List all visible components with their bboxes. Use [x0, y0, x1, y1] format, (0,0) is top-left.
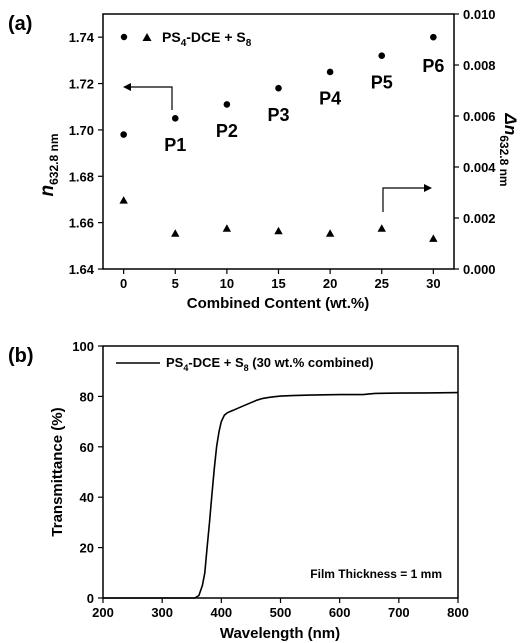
arrow-left-axis-indicator — [123, 83, 173, 110]
panel-a-y2-tick-label: 0.004 — [463, 160, 496, 175]
panel-b-legend-label: PS4-DCE + S8 (30 wt.% combined) — [166, 355, 374, 373]
panel-b-x-tick-label: 400 — [210, 605, 232, 620]
panel-a-x-tick-label: 15 — [271, 276, 285, 291]
refractive-index-point — [326, 68, 334, 76]
panel-b-y-tick-label: 40 — [80, 490, 94, 505]
panel-a-point-labels: P1 P2 P3 P4 P5 P6 — [164, 56, 444, 155]
panel-b-x-tick-label: 600 — [329, 605, 351, 620]
refractive-index-point — [223, 101, 231, 108]
point-label: P5 — [371, 72, 393, 92]
panel-a-y2-tick-label: 0.010 — [463, 7, 496, 22]
panel-a-x-tick-label: 25 — [375, 276, 389, 291]
panel-b-label: (b) — [8, 345, 34, 367]
point-label: P3 — [267, 105, 289, 125]
transmittance-curve — [103, 391, 459, 599]
refractive-index-point — [430, 33, 437, 41]
panel-a-y-tick-label: 1.66 — [69, 216, 94, 231]
panel-b-y-tick-label: 100 — [72, 339, 94, 354]
panel-a-x-tick-label: 0 — [120, 276, 127, 291]
panel-a-y-tick-label: 1.64 — [69, 262, 95, 277]
panel-a-x-tick-label: 30 — [426, 276, 440, 291]
legend-circle-marker — [120, 33, 128, 41]
panel-a-x-ticks: 0 5 10 15 20 25 30 — [120, 269, 441, 291]
panel-a-x-tick-label: 10 — [220, 276, 234, 291]
panel-b-x-tick-label: 300 — [151, 605, 173, 620]
panel-a-y2-axis-label: Δn632.8 nm — [497, 112, 520, 186]
panel-a-y-axis-label: n632.8 nm — [37, 134, 61, 197]
arrow-right-axis-indicator — [382, 184, 432, 212]
point-label: P2 — [216, 121, 238, 141]
panel-a-x-tick-label: 5 — [172, 276, 179, 291]
refractive-index-point — [275, 84, 282, 92]
legend-triangle-marker — [142, 33, 152, 41]
panel-b-x-tick-label: 500 — [270, 605, 292, 620]
panel-b-y-tick-label: 80 — [80, 389, 94, 404]
panel-a-y2-ticks: 0.000 0.002 0.004 0.006 0.008 0.010 — [454, 7, 496, 277]
panel-b-x-tick-label: 700 — [388, 605, 410, 620]
panel-a-y-tick-label: 1.72 — [69, 77, 94, 92]
refractive-index-point — [378, 52, 386, 60]
panel-b-x-axis-label: Wavelength (nm) — [220, 625, 340, 642]
panel-b-y-tick-label: 0 — [87, 591, 94, 606]
birefringence-point — [377, 224, 386, 232]
panel-a-legend-label: PS4-DCE + S8 — [162, 29, 252, 49]
panel-b-y-axis-label: Transmittance (%) — [49, 407, 66, 536]
panel-a-y-tick-label: 1.70 — [69, 123, 94, 138]
panel-a: (a) 0 5 10 15 20 25 30 1.64 1.66 1.68 1.70 1.72 1.7… — [8, 7, 520, 312]
panel-b-legend: PS4-DCE + S8 (30 wt.% combined) — [116, 355, 374, 373]
birefringence-point — [119, 196, 128, 204]
panel-a-legend: PS4-DCE + S8 — [120, 29, 252, 49]
panel-a-marks — [119, 33, 438, 242]
birefringence-point — [429, 234, 438, 242]
point-label: P1 — [164, 135, 186, 155]
panel-b-x-tick-label: 800 — [447, 605, 469, 620]
panel-b-y-tick-label: 60 — [80, 440, 94, 455]
panel-a-y2-tick-label: 0.006 — [463, 109, 496, 124]
panel-b-y-tick-label: 20 — [80, 541, 94, 556]
panel-b-x-tick-label: 200 — [92, 605, 114, 620]
refractive-index-point — [171, 115, 179, 122]
point-label: P4 — [319, 89, 341, 109]
panel-a-x-tick-label: 20 — [323, 276, 337, 291]
panel-a-x-axis-label: Combined Content (wt.%) — [187, 295, 369, 312]
panel-b-frame — [102, 345, 459, 599]
panel-a-label: (a) — [8, 13, 32, 35]
panel-b-curve-group — [103, 391, 459, 599]
panel-a-y2-tick-label: 0.008 — [463, 58, 496, 73]
birefringence-point — [222, 224, 232, 232]
point-label: P6 — [422, 56, 444, 76]
panel-a-y-tick-label: 1.74 — [69, 30, 95, 45]
panel-a-y2-tick-label: 0.000 — [463, 262, 496, 277]
birefringence-point — [171, 229, 180, 237]
panel-b: (b) 200 300 400 500 600 700 800 0 20 40 60 80 100 P… — [8, 339, 469, 642]
birefringence-point — [274, 226, 283, 235]
panel-a-y2-tick-label: 0.002 — [463, 211, 496, 226]
panel-b-y-ticks: 0 20 40 60 80 100 — [72, 339, 103, 606]
refractive-index-point — [120, 131, 127, 138]
panel-a-y-tick-label: 1.68 — [69, 169, 94, 184]
panel-b-x-ticks: 200 300 400 500 600 700 800 — [92, 598, 469, 620]
birefringence-point — [325, 229, 335, 237]
panel-a-y-ticks: 1.64 1.66 1.68 1.70 1.72 1.74 — [69, 30, 103, 277]
film-thickness-annotation: Film Thickness = 1 mm — [310, 567, 442, 581]
